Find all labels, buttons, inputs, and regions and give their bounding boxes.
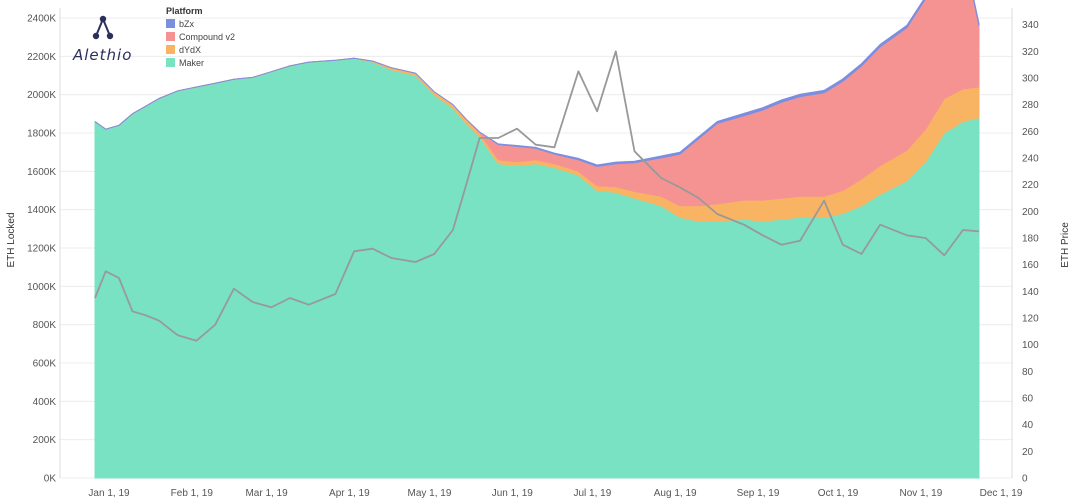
x-tick-label: Dec 1, 19 [980, 488, 1023, 499]
y2-tick-label: 300 [1022, 74, 1039, 85]
y-axis-label: ETH Locked [6, 212, 17, 267]
x-tick-label: Apr 1, 19 [329, 488, 370, 499]
y2-tick-label: 100 [1022, 340, 1039, 351]
y2-tick-label: 340 [1022, 20, 1039, 31]
line-eth-price [94, 50, 980, 342]
y2-tick-label: 0 [1022, 474, 1028, 485]
y2-tick-label: 40 [1022, 420, 1034, 431]
x-tick-label: Oct 1, 19 [818, 488, 859, 499]
y2-tick-label: 120 [1022, 314, 1039, 325]
x-tick-label: Sep 1, 19 [737, 488, 780, 499]
legend: Platform bZx Compound v2 dYdX Maker [166, 6, 235, 68]
y-tick-label: 2400K [27, 14, 56, 25]
y-tick-label: 1200K [27, 244, 56, 255]
stacked-areas [94, 0, 980, 479]
y-tick-label: 0K [44, 474, 57, 485]
y-tick-label: 2200K [27, 52, 56, 63]
legend-label: bZx [179, 19, 195, 29]
y-axis-right: 0 20 40 60 80 100 120 140 160 180 200 220 240 260 280 3… [1022, 20, 1039, 484]
x-tick-label: Nov 1, 19 [899, 488, 942, 499]
legend-swatch [166, 32, 175, 41]
x-tick-label: Jan 1, 19 [88, 488, 130, 499]
x-tick-label: Aug 1, 19 [654, 488, 697, 499]
y2-tick-label: 240 [1022, 154, 1039, 165]
legend-title: Platform [166, 6, 203, 16]
y2-tick-label: 200 [1022, 207, 1039, 218]
y2-tick-label: 60 [1022, 394, 1034, 405]
y2-tick-label: 260 [1022, 127, 1039, 138]
legend-label: dYdX [179, 45, 201, 55]
y2-tick-label: 180 [1022, 234, 1039, 245]
legend-swatch [166, 45, 175, 54]
y2-tick-label: 320 [1022, 47, 1039, 58]
network-icon [92, 15, 114, 40]
area-bzx [94, 0, 980, 168]
y-tick-label: 1800K [27, 129, 56, 140]
y2-tick-label: 160 [1022, 260, 1039, 271]
y-tick-label: 200K [33, 435, 57, 446]
y-axis-left: 0K 200K 400K 600K 800K 1000K 1200K 1400K 1600K 18… [27, 14, 56, 485]
x-tick-label: Jul 1, 19 [573, 488, 611, 499]
y-tick-label: 2000K [27, 90, 56, 101]
legend-swatch [166, 19, 175, 28]
x-tick-label: May 1, 19 [408, 488, 452, 499]
y-tick-label: 1000K [27, 282, 56, 293]
x-tick-label: Mar 1, 19 [245, 488, 288, 499]
y2-tick-label: 280 [1022, 100, 1039, 111]
legend-label: Maker [179, 58, 204, 68]
price-line [94, 50, 980, 342]
y-tick-label: 800K [33, 320, 57, 331]
y-tick-label: 600K [33, 359, 57, 370]
logo-text: Alethio [72, 46, 132, 64]
y2-tick-label: 80 [1022, 367, 1034, 378]
legend-label: Compound v2 [179, 32, 235, 42]
y2-tick-label: 140 [1022, 287, 1039, 298]
y-tick-label: 400K [33, 397, 57, 408]
y2-axis-label: ETH Price [1060, 222, 1071, 268]
y2-tick-label: 20 [1022, 447, 1034, 458]
x-axis: Jan 1, 19 Feb 1, 19 Mar 1, 19 Apr 1, 19 May … [88, 488, 1022, 499]
y-tick-label: 1400K [27, 205, 56, 216]
alethio-logo: Alethio [72, 15, 132, 64]
x-tick-label: Feb 1, 19 [171, 488, 214, 499]
y2-tick-label: 220 [1022, 180, 1039, 191]
x-tick-label: Jun 1, 19 [492, 488, 534, 499]
legend-swatch [166, 58, 175, 67]
y-tick-label: 1600K [27, 167, 56, 178]
